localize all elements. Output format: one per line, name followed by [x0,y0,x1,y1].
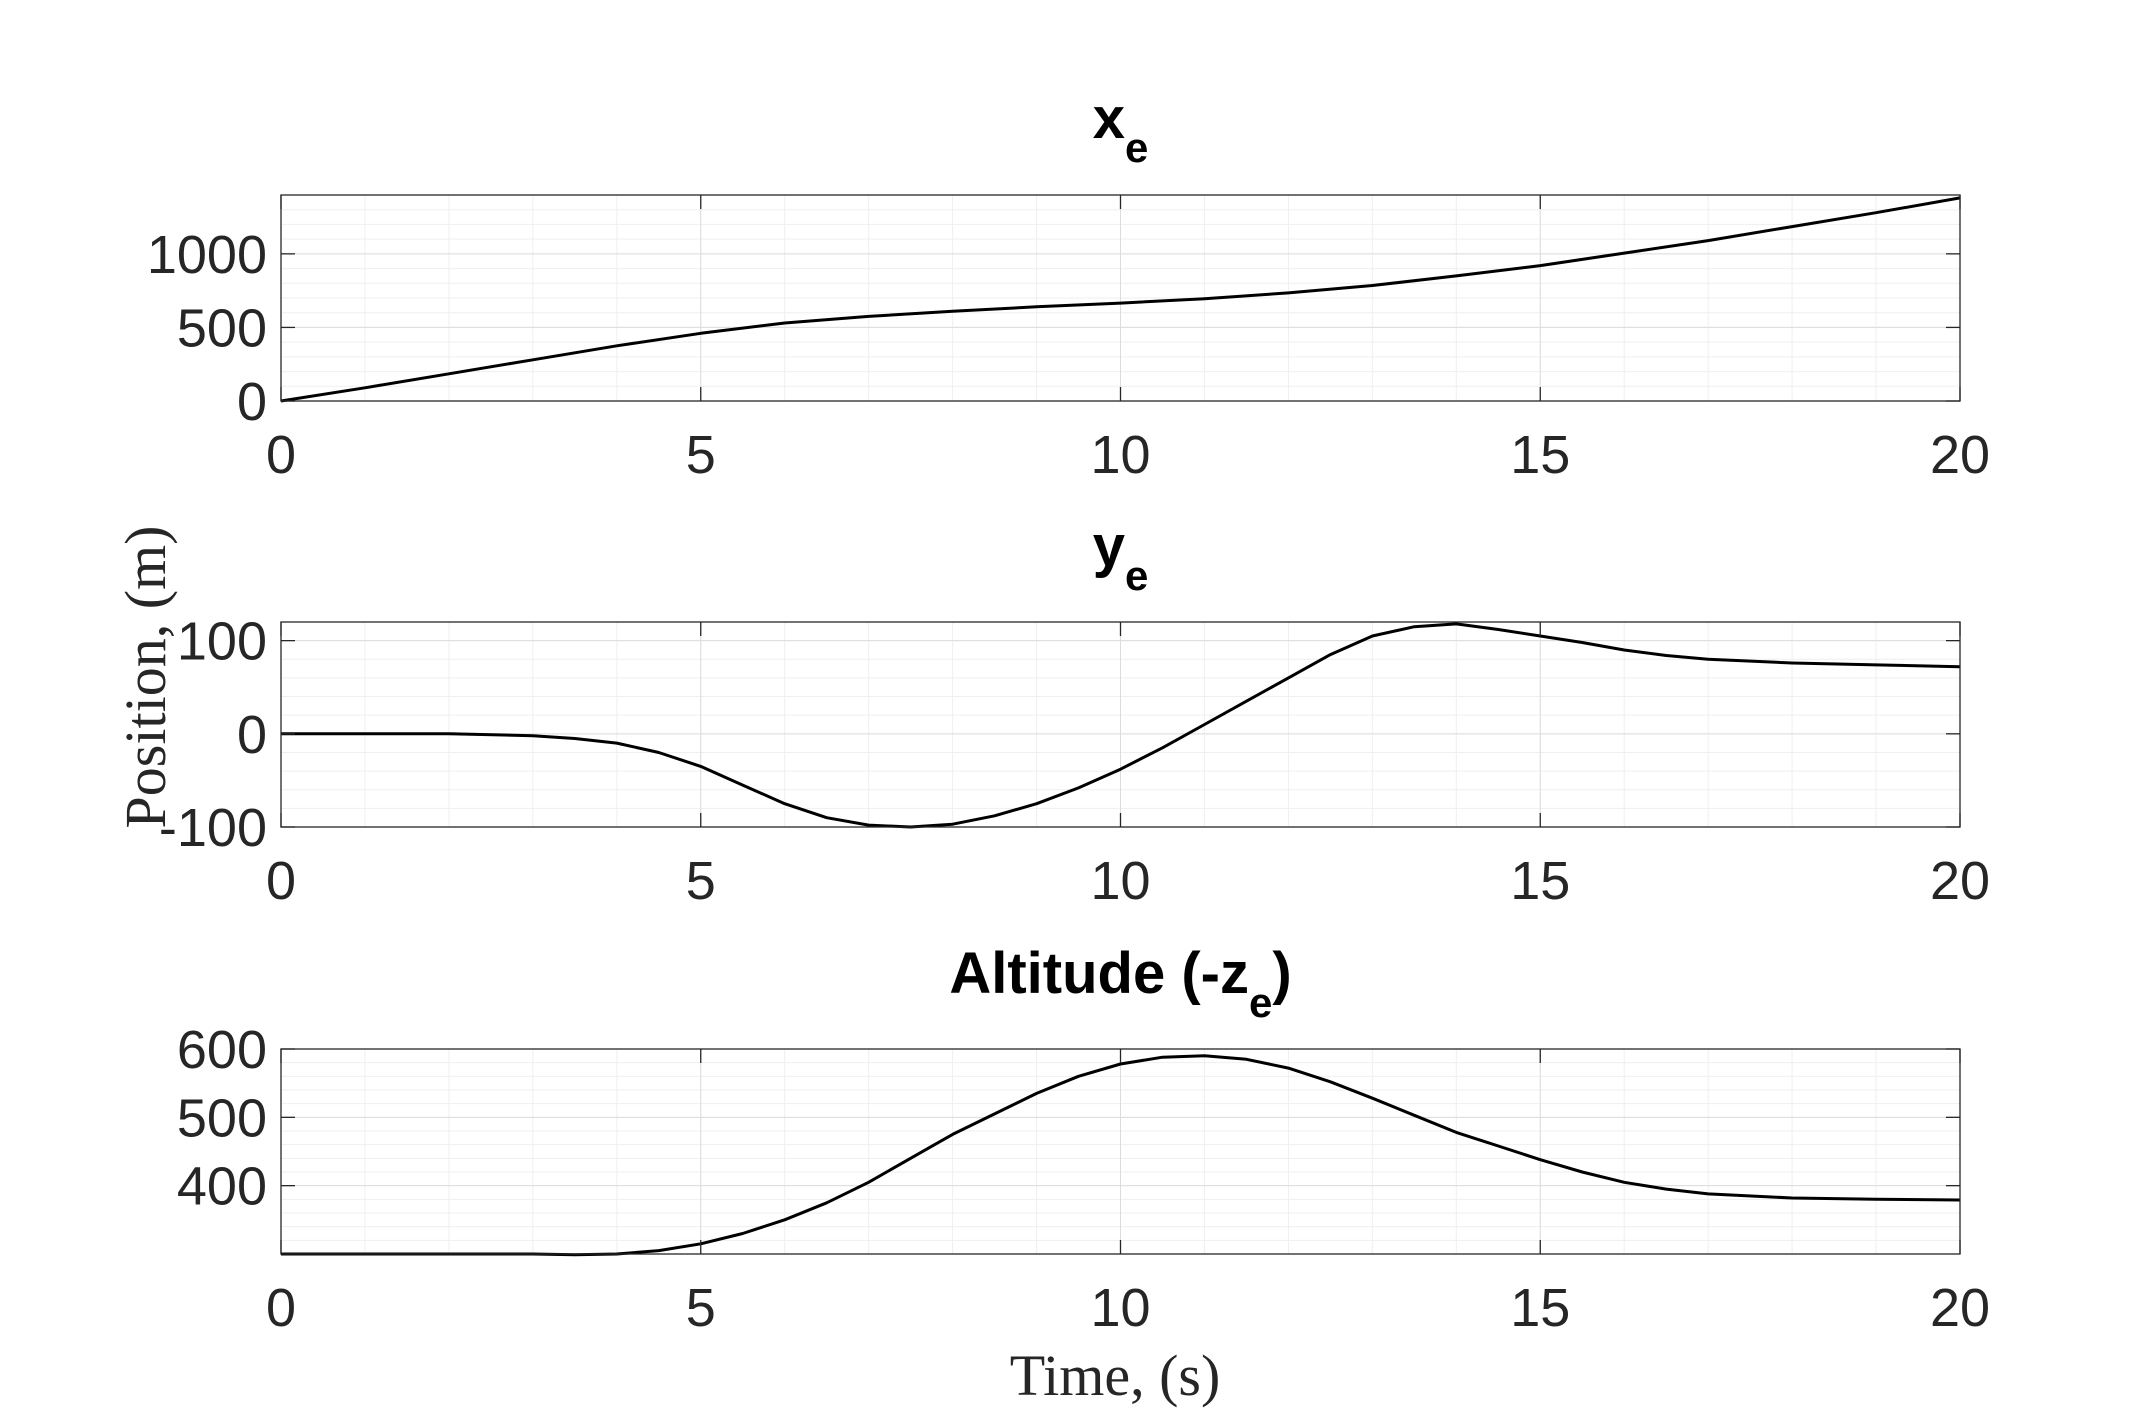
x-tick-label: 0 [266,851,296,911]
x-tick-label: 20 [1930,1278,1990,1338]
y-tick-label: 500 [177,298,267,358]
figure-xlabel: Time, (s) [1010,1343,1221,1408]
x-tick-label: 10 [1090,851,1150,911]
y-tick-label: 100 [177,612,267,672]
subplot-title-subscript: e [1125,124,1148,171]
y-tick-label: 1000 [147,225,267,285]
x-tick-label: 10 [1090,1278,1150,1338]
x-tick-label: 15 [1510,851,1570,911]
series-line-1 [281,622,1961,829]
x-tick-label: 0 [266,1278,296,1338]
x-tick-label: 15 [1510,425,1570,485]
y-tick-label: 0 [237,705,267,765]
y-tick-label: 400 [177,1157,267,1217]
subplot-title-subscript: e [1249,979,1272,1026]
y-tick-label: 0 [237,372,267,432]
series-line-1 [281,1054,1961,1257]
y-tick-label: -100 [159,798,267,858]
subplot-1: 0 5 10 15 20 0 500 1000 xe [147,86,1990,485]
x-tick-label: 0 [266,425,296,485]
x-tick-label: 20 [1930,425,1990,485]
x-tick-label: 15 [1510,1278,1570,1338]
subplot-title-main: y [1093,514,1125,579]
x-tick-label: 5 [686,1278,716,1338]
y-tick-label: 600 [177,1020,267,1080]
subplot-title: ye [1093,514,1149,599]
subplot-title-suffix: ) [1272,941,1291,1006]
x-tick-label: 5 [686,851,716,911]
subplot-title: xe [1093,86,1149,171]
series-line-1 [280,196,1961,403]
subplot-3: 0 5 10 15 20 400 500 600 Altitude (-ze) [177,941,1990,1338]
subplot-title: Altitude (-ze) [949,941,1291,1026]
x-tick-label: 10 [1090,425,1150,485]
subplot-title-subscript: e [1125,552,1148,599]
y-tick-label: 500 [177,1088,267,1148]
subplot-title-main: x [1093,86,1125,151]
figure-ylabel: Position, (m) [113,526,178,829]
x-tick-label: 5 [686,425,716,485]
x-tick-label: 20 [1930,851,1990,911]
subplot-title-main: Altitude (-z [949,941,1249,1006]
